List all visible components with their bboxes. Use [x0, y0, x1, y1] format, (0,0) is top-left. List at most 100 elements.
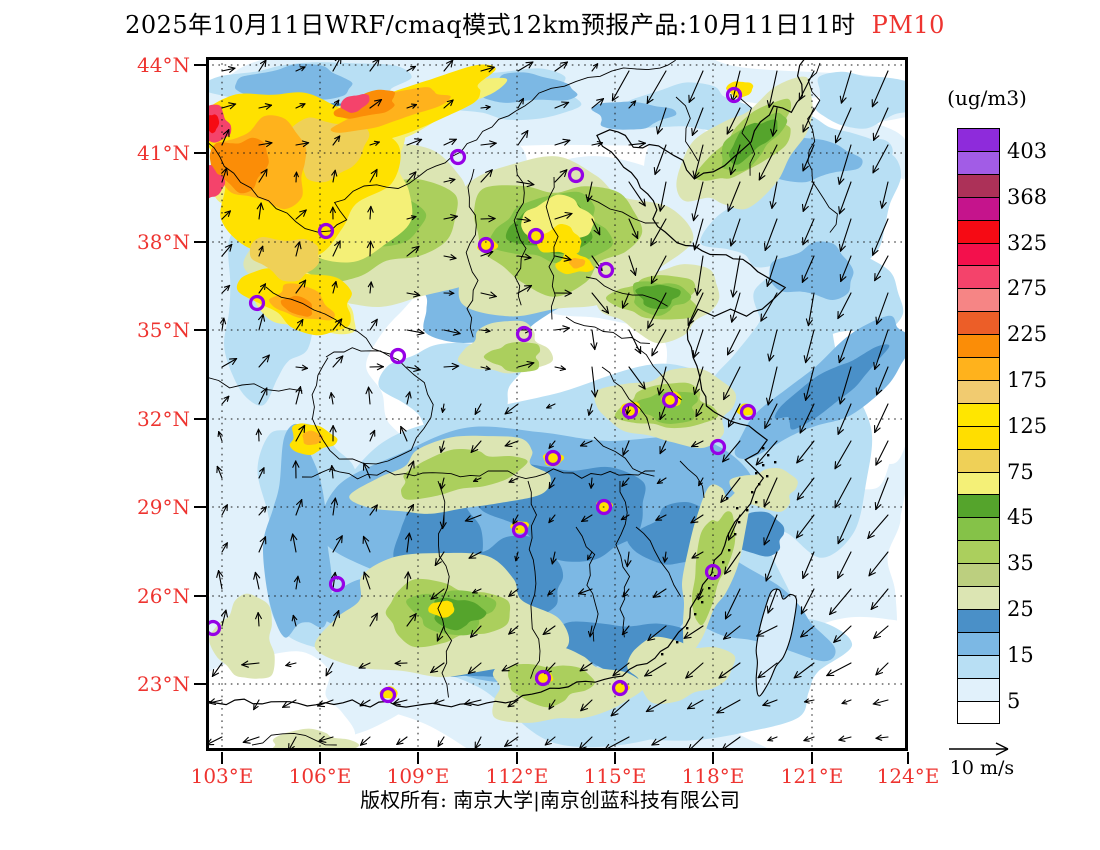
colorbar-box: [957, 403, 1000, 427]
lon-tick-mark: [516, 752, 518, 764]
lon-tick-label: 121°E: [780, 764, 844, 788]
city-marker: [595, 498, 613, 516]
title-text: 2025年10月11日WRF/cmaq模式12km预报产品:10月11日11时: [125, 11, 856, 39]
city-marker: [725, 86, 743, 104]
colorbar-tick-label: 35: [1007, 551, 1034, 575]
lat-tick-mark: [194, 329, 206, 331]
colorbar-box: [957, 426, 1000, 450]
colorbar-tick-label: 25: [1007, 597, 1034, 621]
lat-tick-mark: [194, 64, 206, 66]
colorbar-box: [957, 678, 1000, 702]
colorbar-box: [957, 655, 1000, 679]
title-pollutant: PM10: [871, 11, 945, 39]
colorbar-box: [957, 128, 1000, 152]
colorbar-box: [957, 174, 1000, 198]
lon-tick-mark: [319, 752, 321, 764]
colorbar-box: [957, 494, 1000, 518]
city-marker: [389, 347, 407, 365]
city-marker: [739, 403, 757, 421]
city-marker: [511, 521, 529, 539]
city-marker: [597, 261, 615, 279]
colorbar-box: [957, 243, 1000, 266]
page-title: 2025年10月11日WRF/cmaq模式12km预报产品:10月11日11时 P…: [0, 5, 1070, 40]
wind-reference-arrow-icon: [949, 742, 1009, 756]
colorbar-box: [957, 563, 1000, 587]
lon-tick-mark: [811, 752, 813, 764]
colorbar-tick-label: 75: [1007, 460, 1034, 484]
lat-tick-label: 23°N: [137, 672, 190, 696]
colorbar-box: [957, 220, 1000, 244]
colorbar-tick-label: 45: [1007, 505, 1034, 529]
colorbar-box: [957, 265, 1000, 289]
lat-tick-mark: [194, 241, 206, 243]
city-marker: [621, 402, 639, 420]
colorbar-box: [957, 334, 1000, 358]
city-marker: [661, 391, 679, 409]
colorbar-tick-label: 368: [1007, 185, 1048, 209]
city-marker: [328, 575, 346, 593]
wind-reference-label: 10 m/s: [949, 757, 1015, 779]
lon-tick-label: 118°E: [681, 764, 745, 788]
colorbar-tick-label: 15: [1007, 643, 1034, 667]
city-marker: [567, 166, 585, 184]
colorbar-unit-label: (ug/m3): [947, 86, 1027, 110]
colorbar-box: [957, 449, 1000, 473]
colorbar-box: [957, 701, 1000, 724]
lat-tick-label: 41°N: [137, 141, 190, 165]
city-marker: [709, 438, 727, 456]
lat-tick-mark: [194, 152, 206, 154]
colorbar-box: [957, 540, 1000, 564]
lon-tick-mark: [712, 752, 714, 764]
colorbar-box: [957, 357, 1000, 381]
lon-tick-mark: [221, 752, 223, 764]
lat-tick-label: 38°N: [137, 230, 190, 254]
colorbar-box: [957, 586, 1000, 610]
colorbar-box: [957, 632, 1000, 656]
lon-tick-mark: [417, 752, 419, 764]
lon-tick-mark: [907, 752, 909, 764]
lat-tick-label: 29°N: [137, 495, 190, 519]
colorbar-tick-label: 5: [1007, 689, 1021, 713]
lon-tick-label: 106°E: [288, 764, 352, 788]
colorbar-tick-label: 325: [1007, 231, 1048, 255]
city-marker: [544, 449, 562, 467]
city-marker: [704, 563, 722, 581]
city-marker: [534, 669, 552, 687]
colorbar-box: [957, 288, 1000, 312]
copyright-footer: 版权所有: 南京大学|南京创蓝科技有限公司: [360, 788, 740, 812]
lat-tick-label: 32°N: [137, 407, 190, 431]
city-marker: [449, 148, 467, 166]
colorbar-tick-label: 403: [1007, 139, 1048, 163]
lat-tick-mark: [194, 418, 206, 420]
lat-tick-mark: [194, 506, 206, 508]
lon-tick-label: 109°E: [386, 764, 450, 788]
lat-tick-label: 35°N: [137, 318, 190, 342]
lat-tick-mark: [194, 595, 206, 597]
lon-tick-label: 115°E: [583, 764, 647, 788]
city-marker: [248, 294, 266, 312]
map-canvas: [146, 34, 980, 804]
city-marker: [611, 679, 629, 697]
city-marker: [477, 236, 495, 254]
lon-tick-label: 103°E: [190, 764, 254, 788]
colorbar-box: [957, 151, 1000, 175]
colorbar-box: [957, 609, 1000, 633]
colorbar-tick-label: 225: [1007, 322, 1048, 346]
colorbar-box: [957, 472, 1000, 495]
lon-tick-label: 124°E: [876, 764, 940, 788]
colorbar-tick-label: 175: [1007, 368, 1048, 392]
city-marker: [527, 227, 545, 245]
forecast-map: [146, 34, 980, 804]
city-marker: [515, 325, 533, 343]
colorbar-tick-label: 125: [1007, 414, 1048, 438]
colorbar-box: [957, 311, 1000, 335]
lat-tick-label: 44°N: [137, 53, 190, 77]
colorbar-box: [957, 380, 1000, 404]
colorbar-tick-label: 275: [1007, 276, 1048, 300]
city-marker: [317, 222, 335, 240]
lat-tick-mark: [194, 683, 206, 685]
city-marker: [379, 686, 397, 704]
lon-tick-mark: [614, 752, 616, 764]
colorbar-box: [957, 197, 1000, 221]
